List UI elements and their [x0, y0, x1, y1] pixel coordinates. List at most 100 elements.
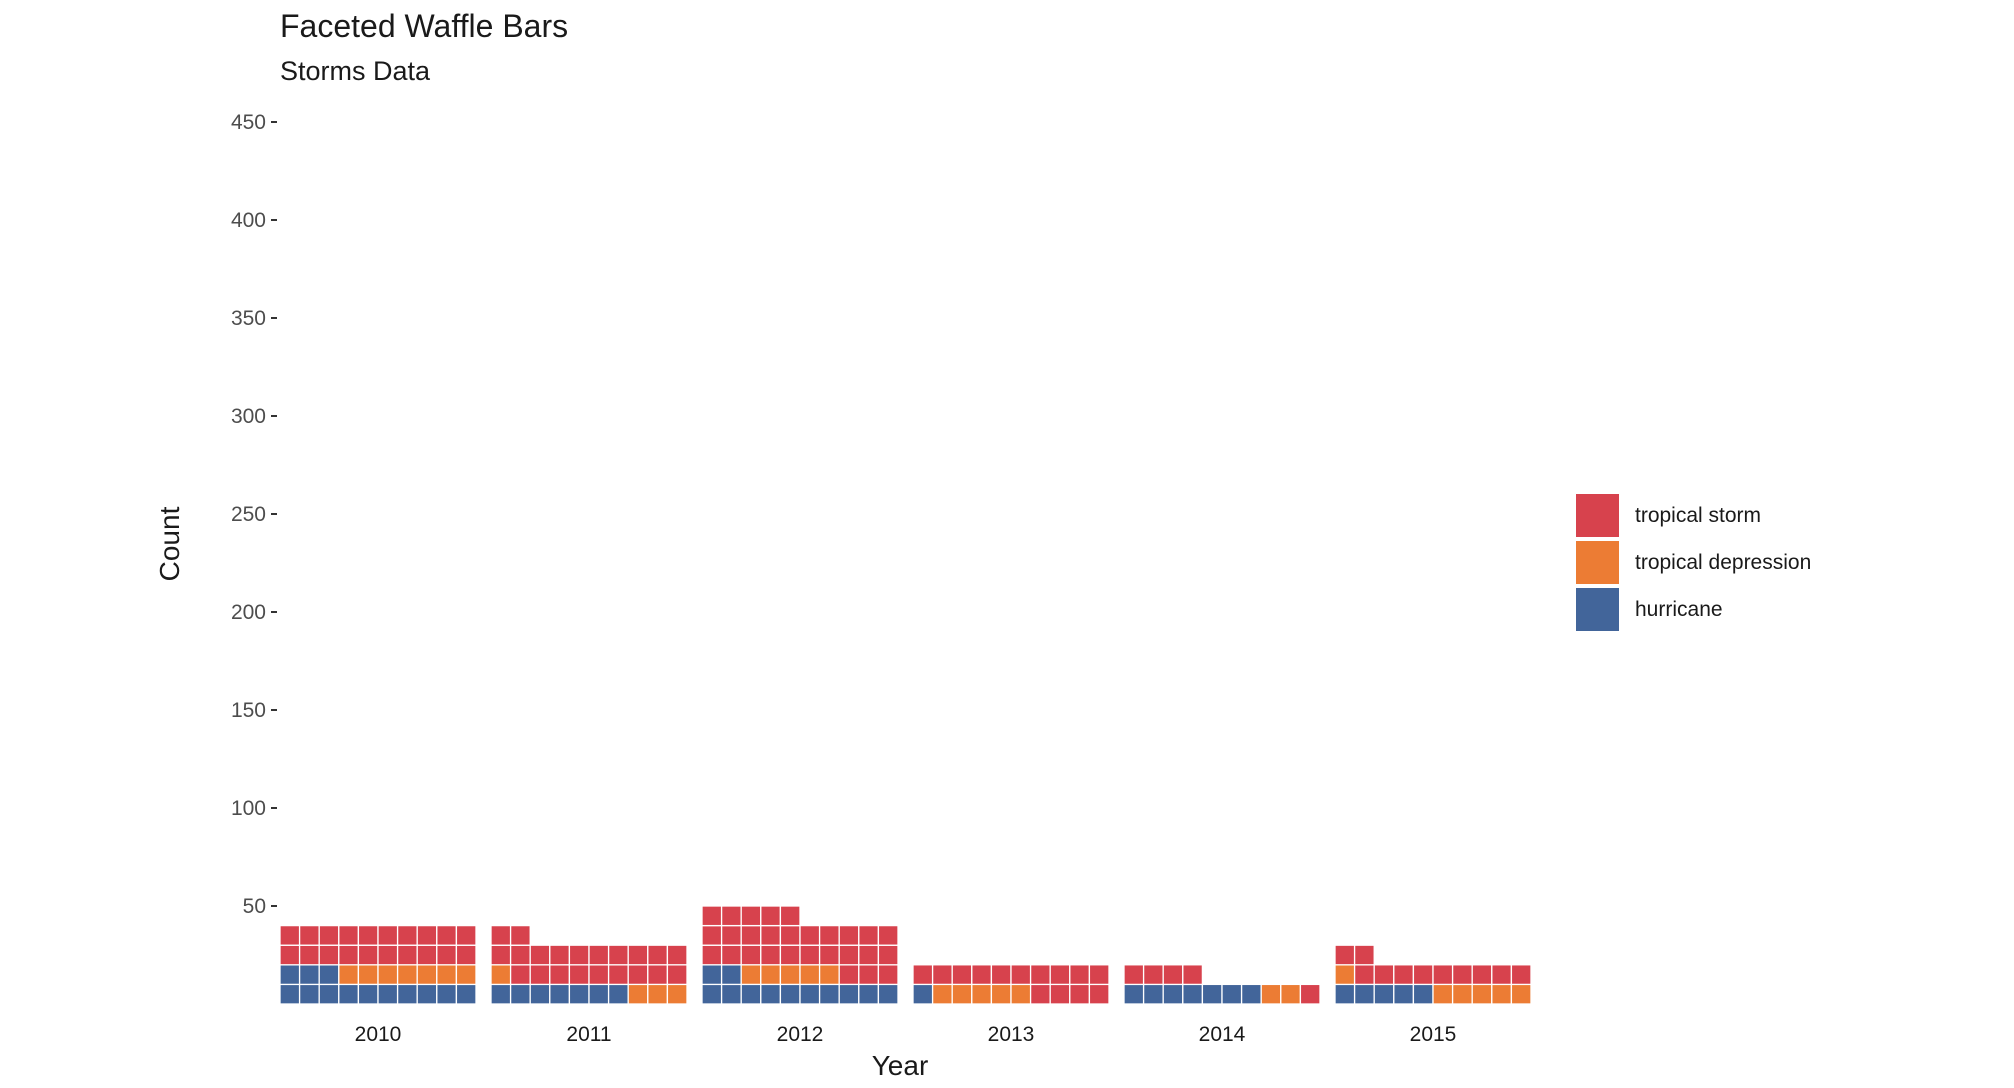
waffle-cell-tropical-storm — [357, 944, 379, 966]
waffle-cell-tropical-depression — [666, 983, 688, 1005]
waffle-cell-tropical-storm — [455, 944, 477, 966]
waffle-cell-hurricane — [912, 983, 934, 1005]
waffle-cell-tropical-storm — [1088, 964, 1110, 986]
facet-2013 — [912, 964, 1110, 1005]
waffle-cell-tropical-storm — [858, 944, 880, 966]
waffle-cell-tropical-storm — [396, 944, 418, 966]
waffle-cell-hurricane — [549, 983, 571, 1005]
waffle-cell-hurricane — [357, 983, 379, 1005]
waffle-cell-tropical-depression — [951, 983, 973, 1005]
waffle-cell-tropical-storm — [1373, 964, 1395, 986]
waffle-cell-hurricane — [838, 983, 860, 1005]
waffle-cell-tropical-storm — [279, 944, 301, 966]
waffle-cell-hurricane — [490, 983, 512, 1005]
waffle-cell-tropical-storm — [666, 964, 688, 986]
waffle-cell-tropical-storm — [931, 964, 953, 986]
waffle-cell-tropical-storm — [490, 944, 512, 966]
waffle-cell-tropical-depression — [338, 964, 360, 986]
waffle-cell-tropical-storm — [396, 924, 418, 946]
legend: tropical storm tropical depression hurri… — [1576, 492, 1811, 633]
facet-2012 — [701, 905, 899, 1005]
waffle-cell-tropical-storm — [509, 964, 531, 986]
waffle-cell-tropical-storm — [627, 964, 649, 986]
waffle-cell-hurricane — [377, 983, 399, 1005]
waffle-cell-tropical-storm — [338, 944, 360, 966]
waffle-cell-tropical-storm — [318, 944, 340, 966]
waffle-cell-tropical-storm — [549, 964, 571, 986]
waffle-cell-hurricane — [818, 983, 840, 1005]
waffle-cell-tropical-storm — [490, 924, 512, 946]
waffle-cell-tropical-storm — [1010, 964, 1032, 986]
y-tick-label: 400 — [231, 209, 266, 232]
legend-label: tropical depression — [1635, 550, 1812, 574]
waffle-cell-tropical-storm — [568, 964, 590, 986]
waffle-cell-tropical-storm — [607, 964, 629, 986]
waffle-cell-tropical-depression — [455, 964, 477, 986]
waffle-cell-hurricane — [279, 964, 301, 986]
waffle-cell-tropical-storm — [740, 944, 762, 966]
waffle-cell-tropical-storm — [971, 964, 993, 986]
waffle-cell-tropical-depression — [760, 964, 782, 986]
waffle-cell-tropical-storm — [436, 944, 458, 966]
waffle-cell-tropical-storm — [1029, 983, 1051, 1005]
waffle-cell-hurricane — [455, 983, 477, 1005]
x-axis-label: Year — [871, 1050, 929, 1081]
waffle-cell-tropical-storm — [701, 944, 723, 966]
waffle-cell-tropical-storm — [990, 964, 1012, 986]
legend-swatch-hurricane — [1576, 588, 1619, 631]
waffle-cell-tropical-storm — [416, 924, 438, 946]
waffle-cell-tropical-storm — [858, 964, 880, 986]
waffle-cell-tropical-depression — [416, 964, 438, 986]
waffle-cell-hurricane — [740, 983, 762, 1005]
waffle-cell-tropical-storm — [912, 964, 934, 986]
waffle-cell-hurricane — [1240, 983, 1262, 1005]
waffle-cell-hurricane — [607, 983, 629, 1005]
waffle-cell-hurricane — [858, 983, 880, 1005]
waffle-cell-tropical-depression — [1280, 983, 1302, 1005]
waffle-cell-tropical-storm — [377, 924, 399, 946]
waffle-cell-hurricane — [1142, 983, 1164, 1005]
waffle-cell-hurricane — [1412, 983, 1434, 1005]
waffle-cell-tropical-storm — [549, 944, 571, 966]
waffle-cell-tropical-storm — [318, 924, 340, 946]
waffle-cell-hurricane — [416, 983, 438, 1005]
waffle-cell-hurricane — [1393, 983, 1415, 1005]
legend-item-hurricane: hurricane — [1576, 586, 1811, 633]
waffle-cell-tropical-depression — [377, 964, 399, 986]
waffle-cell-tropical-storm — [799, 944, 821, 966]
waffle-cell-tropical-depression — [818, 964, 840, 986]
y-tick-label: 250 — [231, 503, 266, 526]
legend-label: tropical storm — [1635, 503, 1762, 527]
waffle-cell-hurricane — [1334, 983, 1356, 1005]
waffle-cell-tropical-storm — [740, 924, 762, 946]
waffle-cell-tropical-depression — [990, 983, 1012, 1005]
waffle-cell-tropical-storm — [1123, 964, 1145, 986]
waffle-cell-tropical-storm — [436, 924, 458, 946]
waffle-cell-tropical-storm — [1510, 964, 1532, 986]
y-tick-label: 450 — [231, 111, 266, 134]
waffle-cell-tropical-storm — [760, 905, 782, 927]
facet-label: 2013 — [988, 1023, 1035, 1046]
waffle-cell-hurricane — [318, 983, 340, 1005]
waffle-cell-tropical-storm — [720, 924, 742, 946]
y-tick-label: 300 — [231, 405, 266, 428]
waffle-cell-hurricane — [877, 983, 899, 1005]
waffle-cell-tropical-storm — [720, 944, 742, 966]
waffle-cell-tropical-storm — [951, 964, 973, 986]
waffle-cell-tropical-storm — [701, 905, 723, 927]
waffle-cell-tropical-storm — [1088, 983, 1110, 1005]
waffle-cell-tropical-depression — [740, 964, 762, 986]
waffle-cell-tropical-depression — [1010, 983, 1032, 1005]
waffle-cell-hurricane — [799, 983, 821, 1005]
waffle-cell-tropical-storm — [588, 964, 610, 986]
waffle-cell-tropical-storm — [1162, 964, 1184, 986]
waffle-cell-tropical-storm — [1432, 964, 1454, 986]
waffle-cell-tropical-storm — [1069, 964, 1091, 986]
waffle-cell-tropical-depression — [357, 964, 379, 986]
waffle-cell-tropical-depression — [799, 964, 821, 986]
waffle-cell-hurricane — [279, 983, 301, 1005]
waffle-cell-tropical-storm — [1393, 964, 1415, 986]
facet-label: 2011 — [566, 1023, 611, 1046]
waffle-cell-tropical-storm — [1353, 964, 1375, 986]
waffle-cell-tropical-storm — [720, 905, 742, 927]
